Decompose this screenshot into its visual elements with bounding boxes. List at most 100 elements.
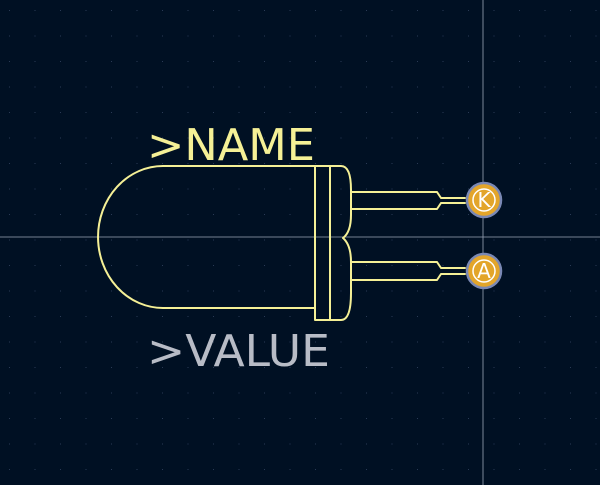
grid-dot	[595, 392, 597, 394]
value-reference-label[interactable]: >VALUE	[147, 326, 330, 377]
grid-dot	[468, 443, 469, 445]
grid-dot	[366, 290, 367, 292]
grid-dot	[136, 35, 138, 37]
grid-dot	[391, 290, 393, 292]
grid-dot	[519, 392, 520, 394]
grid-dot	[442, 112, 444, 113]
grid-dot	[595, 443, 597, 445]
grid-dot	[238, 239, 240, 241]
lead-k-top-outline[interactable]	[350, 191, 466, 199]
grid-dot	[340, 61, 342, 62]
name-reference-label[interactable]: >NAME	[147, 120, 315, 171]
grid-dot	[111, 392, 112, 394]
grid-dot	[9, 367, 10, 368]
grid-dot	[519, 341, 520, 343]
led-flange-outline[interactable]	[314, 165, 331, 321]
grid-dot	[34, 10, 36, 11]
grid-dot	[111, 35, 112, 37]
grid-dot	[238, 61, 240, 62]
grid-dot	[519, 214, 520, 215]
grid-dot	[595, 239, 597, 241]
pad-k[interactable]: K	[465, 181, 503, 219]
grid-dot	[9, 214, 10, 215]
grid-dot	[391, 10, 393, 11]
grid-dot	[417, 367, 418, 368]
grid-dot	[289, 290, 291, 292]
grid-dot	[213, 316, 214, 317]
grid-dot	[162, 367, 163, 368]
grid-dot	[391, 61, 393, 62]
grid-dot	[391, 35, 393, 37]
grid-dot	[238, 188, 240, 190]
pad-a-copper[interactable]	[465, 252, 503, 290]
grid-dot	[442, 239, 444, 241]
grid-dot	[213, 86, 214, 88]
grid-dot	[264, 341, 265, 343]
grid-dot	[442, 392, 444, 394]
grid-dot	[136, 290, 138, 292]
grid-dot	[162, 469, 163, 470]
grid-dot	[111, 443, 112, 445]
grid-dot	[366, 163, 367, 164]
lead-a-top-outline[interactable]	[350, 261, 466, 269]
grid-dot	[519, 10, 520, 11]
grid-dot	[213, 239, 214, 241]
grid-dot	[519, 443, 520, 445]
grid-dot	[544, 112, 546, 113]
grid-dot	[213, 469, 214, 470]
grid-dot	[340, 214, 342, 215]
grid-dot	[417, 290, 418, 292]
grid-dot	[468, 61, 469, 62]
lead-k-bottom-outline[interactable]	[350, 202, 466, 210]
grid-dot	[289, 10, 291, 11]
pad-k-copper[interactable]	[465, 181, 503, 219]
grid-dot	[60, 290, 61, 292]
grid-dot	[544, 214, 546, 215]
grid-dot	[417, 239, 418, 241]
grid-dot	[519, 265, 520, 266]
grid-dot	[85, 86, 87, 88]
grid-dot	[391, 443, 393, 445]
grid-dot	[238, 35, 240, 37]
led-footprint[interactable]	[97, 165, 466, 321]
grid-dot	[34, 163, 36, 164]
grid-dot	[289, 188, 291, 190]
grid-dot	[442, 163, 444, 164]
grid-dot	[595, 341, 597, 343]
led-dome-outline[interactable]	[97, 165, 316, 309]
grid-dot	[60, 35, 61, 37]
grid-dot	[315, 392, 316, 394]
grid-dot	[468, 316, 469, 317]
grid-dot	[34, 316, 36, 317]
grid-dot	[162, 316, 163, 317]
grid-dot	[366, 137, 367, 139]
grid-dot	[519, 239, 520, 241]
led-lead-base-outline[interactable]	[329, 165, 352, 321]
grid-dot	[340, 316, 342, 317]
grid-dot	[493, 316, 495, 317]
pad-a[interactable]: A	[465, 252, 503, 290]
grid-dot	[264, 35, 265, 37]
lead-a-bottom-outline[interactable]	[350, 273, 466, 281]
grid-dot	[595, 214, 597, 215]
grid-dot	[34, 35, 36, 37]
grid-dot	[187, 61, 189, 62]
grid-dot	[162, 239, 163, 241]
grid-dot	[442, 61, 444, 62]
grid-dot	[366, 367, 367, 368]
grid-dot	[570, 112, 571, 113]
grid-dot	[264, 239, 265, 241]
grid-dot	[493, 418, 495, 419]
grid-dot	[264, 86, 265, 88]
grid-dot	[9, 35, 10, 37]
grid-dot	[213, 367, 214, 368]
grid-dot	[493, 443, 495, 445]
grid-dot	[468, 418, 469, 419]
grid-dot	[289, 214, 291, 215]
grid-dot	[9, 137, 10, 139]
grid-dot	[391, 469, 393, 470]
grid-dot	[34, 290, 36, 292]
grid-dot	[9, 188, 10, 190]
